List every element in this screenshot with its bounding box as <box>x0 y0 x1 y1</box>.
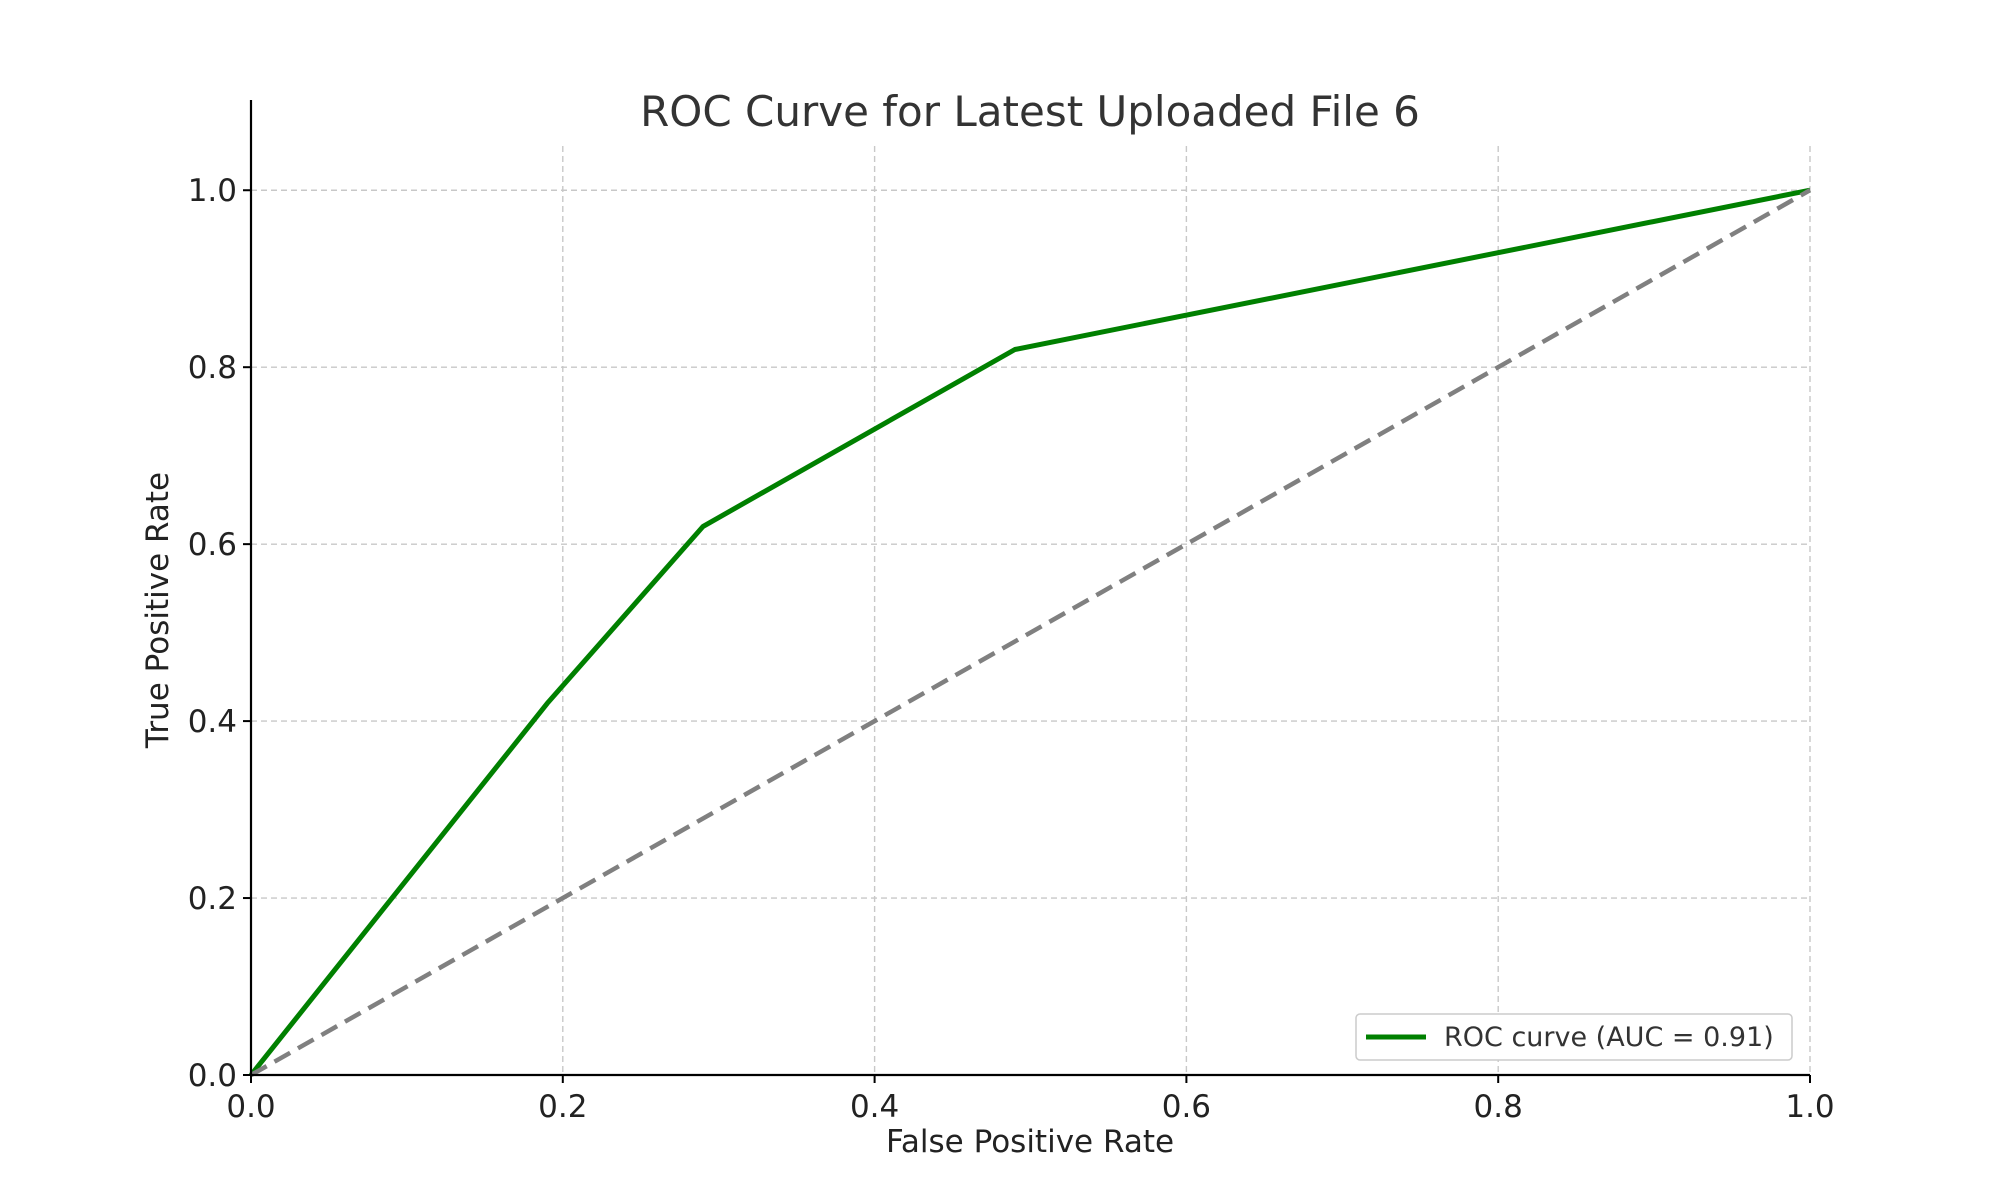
y-axis-label: True Positive Rate <box>140 472 176 749</box>
x-tick-label: 0.2 <box>538 1089 587 1125</box>
legend: ROC curve (AUC = 0.91) <box>1355 1013 1793 1061</box>
x-tick-label: 0.4 <box>850 1089 899 1125</box>
legend-box <box>1355 1013 1793 1061</box>
plot-series <box>249 187 1812 1077</box>
y-tick-label: 0.6 <box>188 527 237 563</box>
y-tick-label: 0.8 <box>188 350 237 386</box>
legend-label-roc-curve: ROC curve (AUC = 0.91) <box>1444 1022 1774 1053</box>
x-tick-label: 0.0 <box>226 1089 275 1125</box>
y-tick-label: 0.4 <box>188 704 237 740</box>
y-tick-label: 0.2 <box>188 881 237 917</box>
y-tick-label: 1.0 <box>188 173 237 209</box>
x-tick-label: 1.0 <box>1785 1089 1834 1125</box>
y-tick-label: 0.0 <box>188 1058 237 1094</box>
axes: 0.0 0.2 0.4 0.6 0.8 1.0 0.0 0.2 0.4 0.6 0.8 1.0 <box>188 100 1835 1125</box>
chart-title: ROC Curve for Latest Uploaded File 6 <box>640 87 1420 136</box>
chance-diagonal-line <box>249 188 1812 1077</box>
grid <box>250 146 1811 1076</box>
x-tick-label: 0.8 <box>1474 1089 1523 1125</box>
x-tick-label: 0.6 <box>1162 1089 1211 1125</box>
roc-curve-line <box>249 187 1811 1077</box>
x-axis-label: False Positive Rate <box>886 1124 1174 1160</box>
